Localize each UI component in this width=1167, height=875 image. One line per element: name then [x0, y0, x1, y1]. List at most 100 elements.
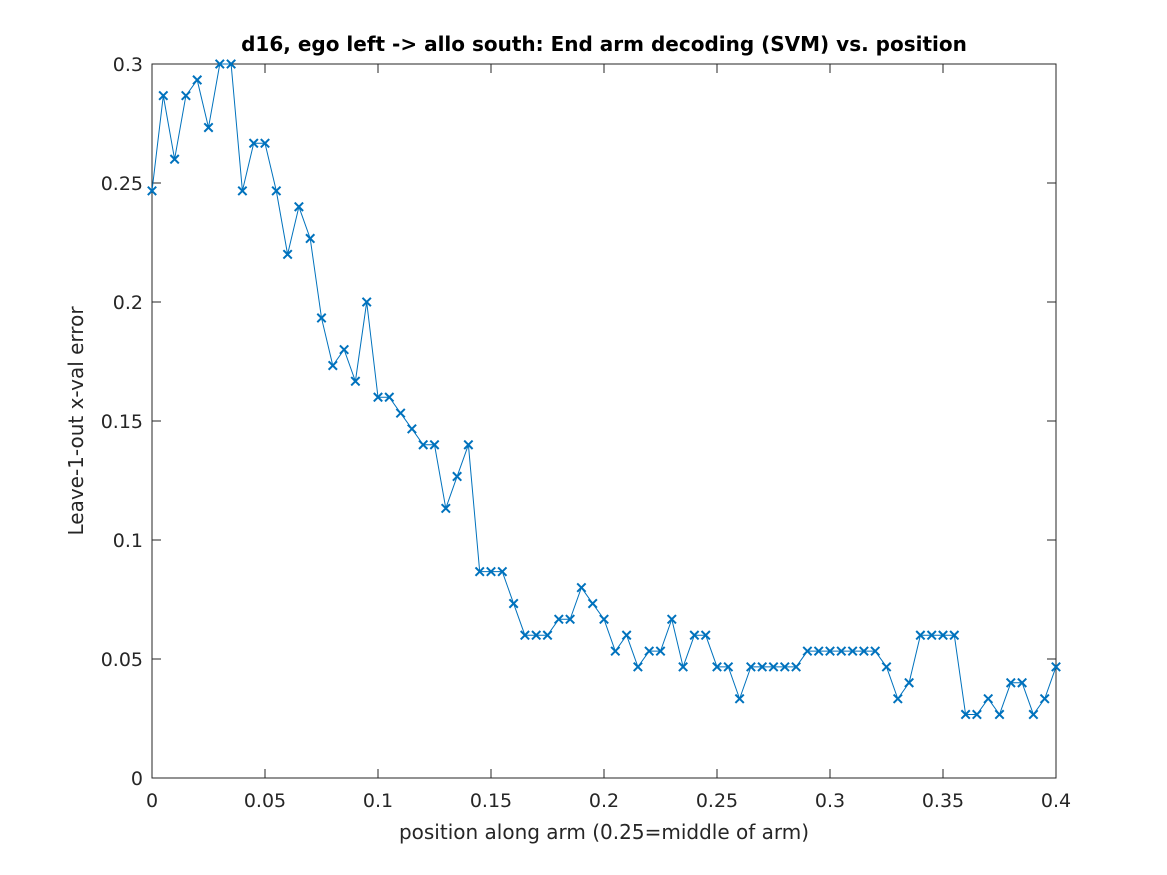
marker-stroke [734, 693, 745, 704]
data-point-marker [892, 693, 903, 704]
y-tick-label: 0.3 [113, 54, 143, 76]
data-point-marker [621, 630, 632, 641]
marker-stroke [271, 185, 282, 196]
data-point-marker [599, 614, 609, 625]
marker-stroke [712, 661, 722, 672]
x-tick-label: 0.25 [696, 790, 738, 812]
y-tick-label: 0.25 [101, 173, 143, 195]
x-tick-label: 0.35 [922, 790, 964, 812]
marker-stroke [406, 423, 417, 434]
marker-stroke [305, 233, 316, 244]
marker-stroke [214, 59, 225, 69]
marker-stroke [892, 693, 903, 704]
marker-stroke [757, 661, 768, 672]
data-point-marker [180, 90, 191, 101]
marker-stroke [361, 297, 372, 307]
data-point-marker [237, 185, 248, 196]
x-tick-label: 0.3 [815, 790, 845, 812]
data-point-marker [169, 154, 180, 165]
data-point-marker [723, 661, 734, 672]
data-point-marker [994, 709, 1005, 720]
data-point-marker [158, 90, 169, 101]
data-point-marker [904, 677, 915, 688]
data-point-marker [610, 646, 621, 657]
marker-stroke [904, 677, 915, 688]
data-point-marker [305, 233, 316, 244]
data-point-marker [214, 59, 225, 69]
marker-stroke [858, 646, 869, 657]
x-axis-label: position along arm (0.25=middle of arm) [399, 820, 809, 844]
data-point-marker [1051, 661, 1061, 672]
marker-stroke [926, 630, 937, 641]
marker-stroke [553, 614, 564, 625]
data-point-marker [452, 471, 463, 482]
data-point-marker [293, 201, 304, 212]
data-point-marker [553, 614, 564, 625]
data-point-marker [791, 661, 802, 672]
marker-stroke [373, 392, 383, 403]
data-point-marker [938, 630, 948, 641]
data-point-marker [836, 646, 847, 657]
marker-stroke [1051, 661, 1061, 672]
data-point-marker [576, 582, 587, 593]
marker-stroke [327, 360, 338, 371]
data-point-marker [847, 646, 858, 657]
y-tick-label: 0.2 [113, 292, 143, 314]
marker-stroke [983, 693, 994, 704]
x-tick-label: 0.1 [363, 790, 393, 812]
marker-stroke [440, 503, 451, 514]
data-point-marker [644, 646, 655, 657]
data-point-marker [1028, 709, 1039, 720]
data-point-marker [531, 630, 542, 641]
marker-stroke [971, 709, 982, 720]
data-point-marker [519, 630, 530, 641]
data-point-marker [870, 646, 881, 657]
data-point-marker [440, 503, 451, 514]
marker-stroke [418, 439, 429, 450]
data-point-marker [1017, 677, 1028, 688]
data-series [147, 59, 1061, 720]
marker-stroke [994, 709, 1005, 720]
data-point-marker [971, 709, 982, 720]
marker-stroke [486, 566, 496, 577]
data-point-marker [418, 439, 429, 450]
data-point-marker [666, 614, 677, 625]
marker-stroke [565, 614, 576, 625]
data-point-marker [429, 439, 440, 450]
y-axis-label: Leave-1-out x-val error [64, 306, 88, 536]
data-point-marker [497, 566, 508, 577]
data-point-marker [915, 630, 926, 641]
data-point-marker [271, 185, 282, 196]
chart-title: d16, ego left -> allo south: End arm dec… [241, 32, 967, 56]
marker-stroke [203, 122, 214, 133]
marker-stroke [768, 661, 779, 672]
data-point-marker [745, 661, 756, 672]
marker-stroke [1005, 677, 1016, 688]
y-tick-label: 0 [131, 768, 143, 790]
data-point-marker [802, 646, 813, 657]
marker-stroke [158, 90, 169, 101]
y-tick-label: 0.1 [113, 530, 143, 552]
data-point-marker [712, 661, 722, 672]
data-point-marker [858, 646, 869, 657]
marker-stroke [463, 439, 474, 450]
marker-stroke [542, 630, 553, 641]
marker-stroke [1028, 709, 1039, 720]
data-point-marker [327, 360, 338, 371]
marker-stroke [723, 661, 734, 672]
data-point-marker [768, 661, 779, 672]
x-tick-label: 0.2 [589, 790, 619, 812]
marker-stroke [147, 185, 157, 196]
marker-stroke [881, 661, 892, 672]
marker-stroke [813, 646, 824, 657]
data-point-marker [260, 138, 270, 149]
marker-stroke [576, 582, 587, 593]
data-point-marker [825, 646, 835, 657]
data-point-marker [486, 566, 496, 577]
data-point-marker [361, 297, 372, 307]
marker-stroke [180, 90, 191, 101]
data-point-marker [689, 630, 700, 641]
marker-stroke [802, 646, 813, 657]
marker-stroke [960, 709, 971, 720]
marker-stroke [587, 598, 598, 609]
